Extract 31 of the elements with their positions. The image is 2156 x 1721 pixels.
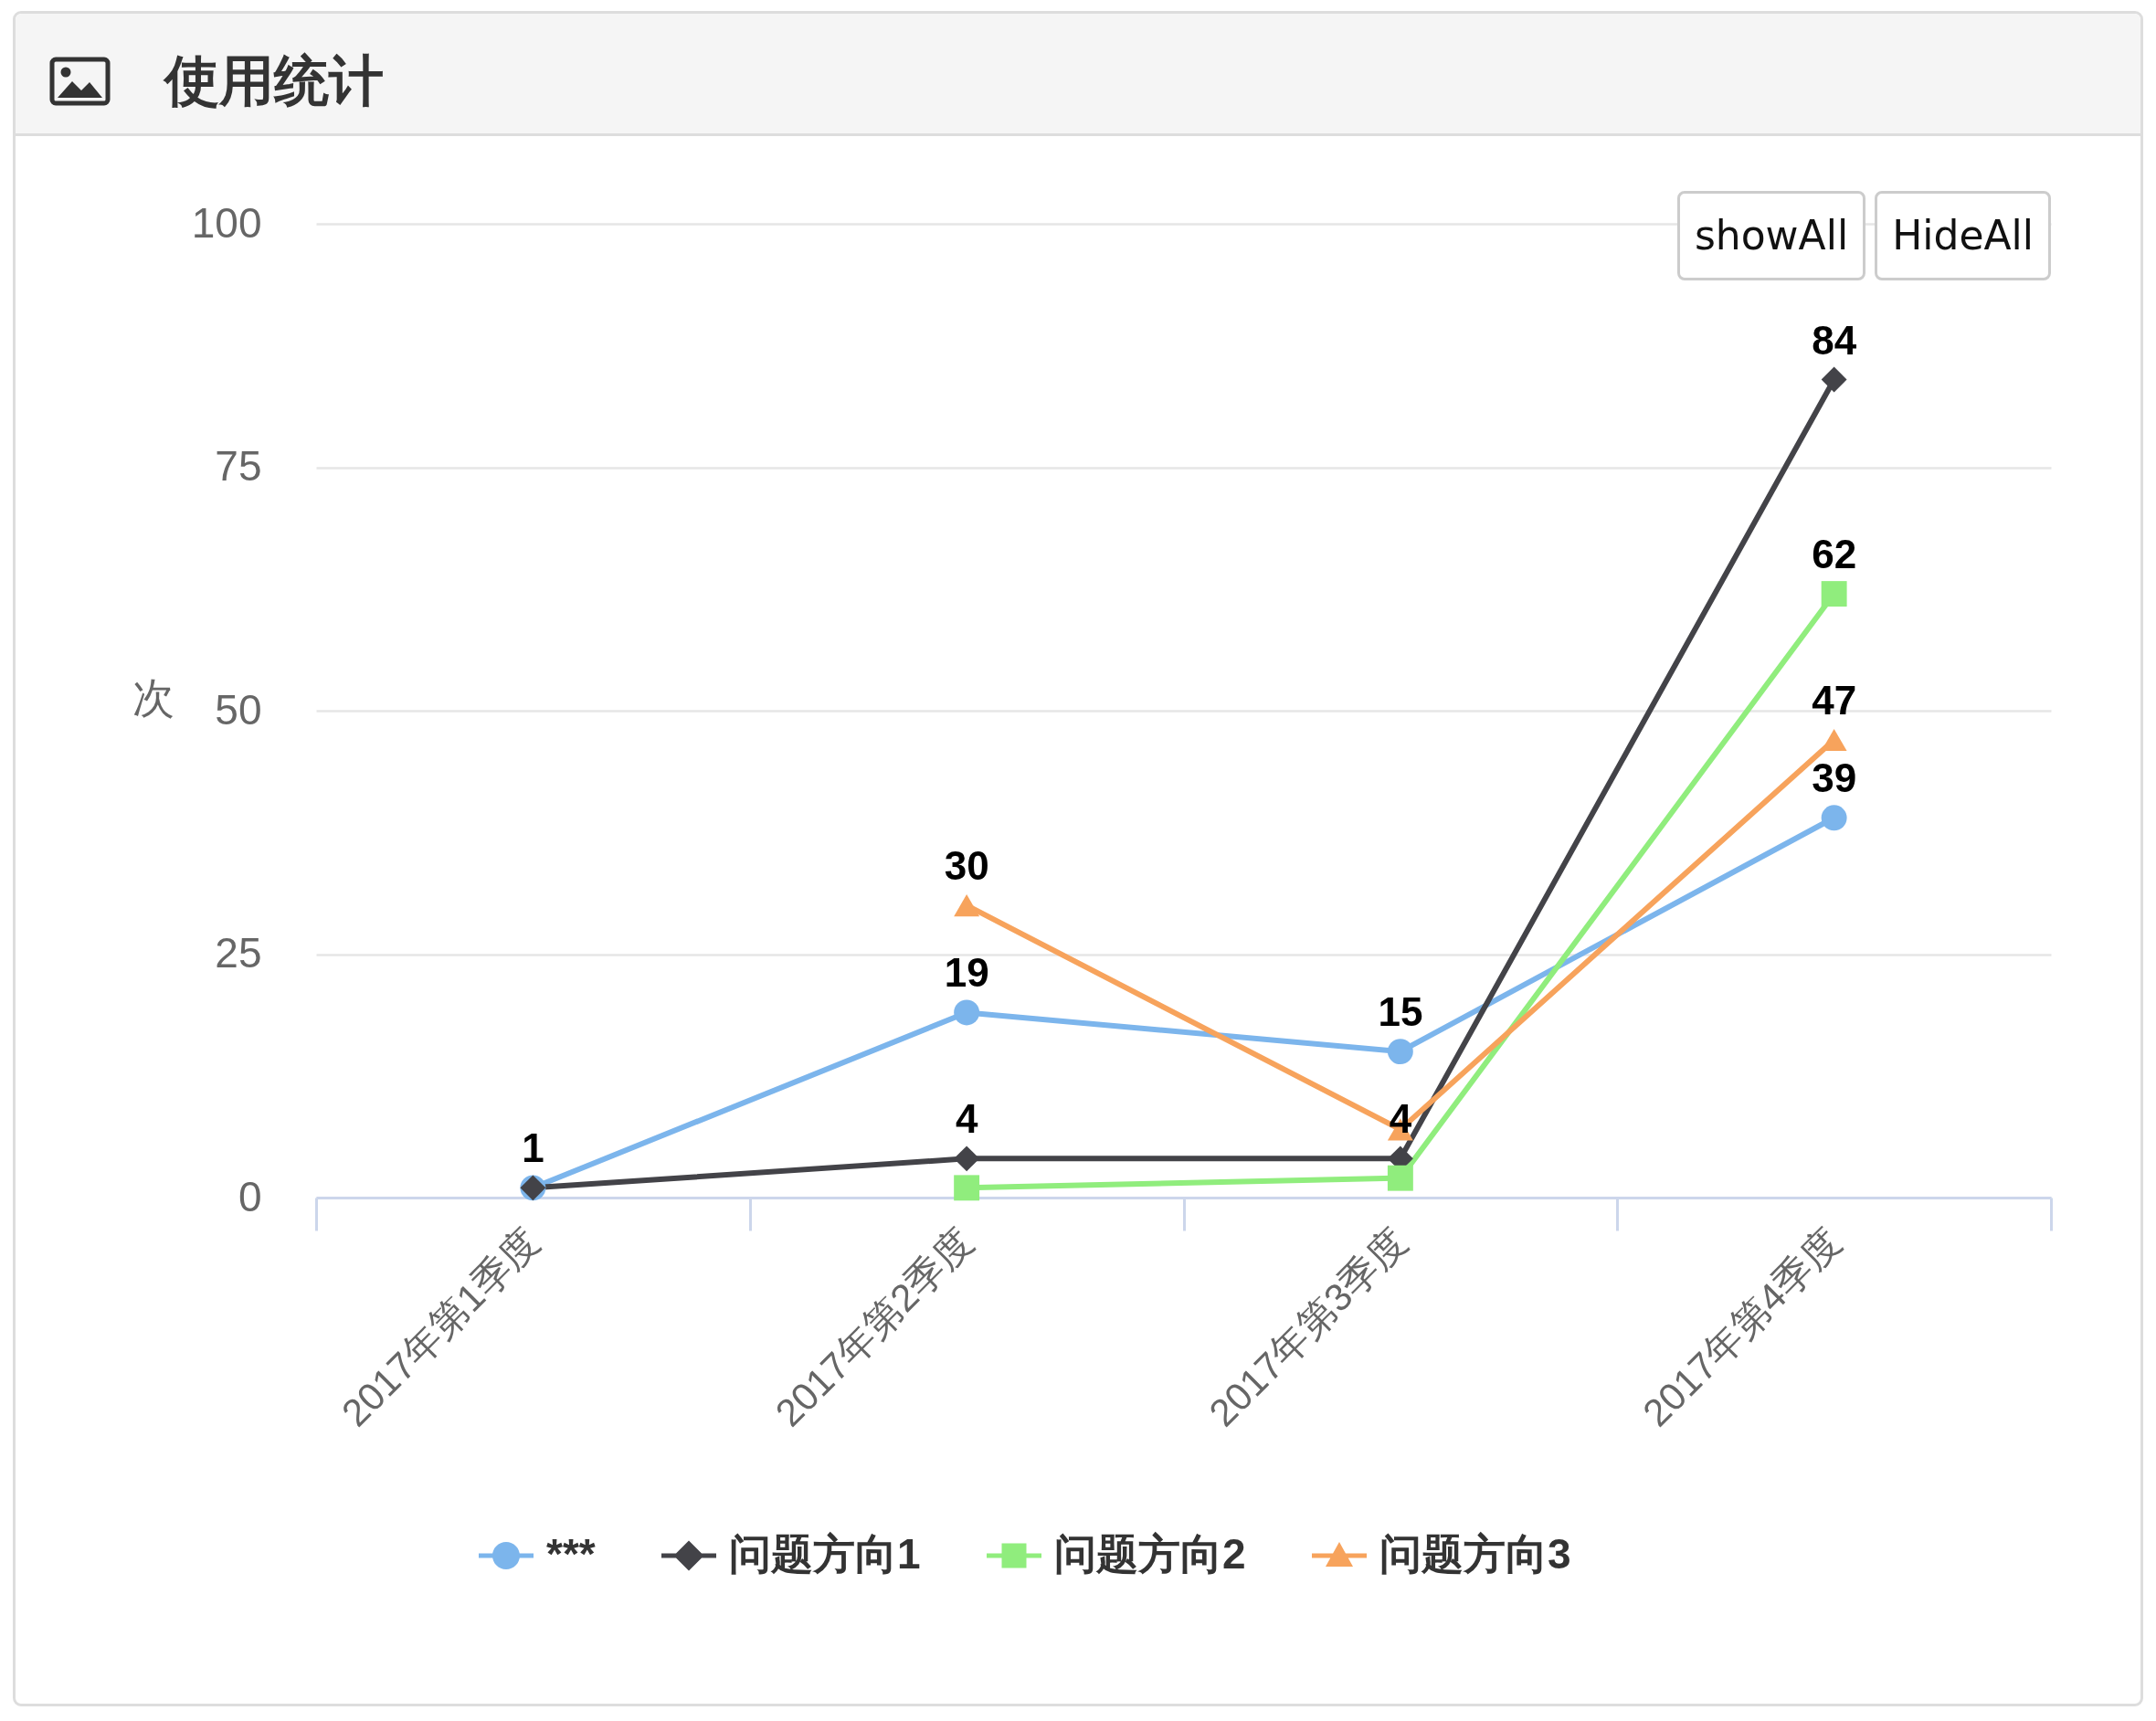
- legend-label: 问题方向2: [1054, 1530, 1246, 1578]
- y-tick-label: 25: [215, 929, 262, 977]
- point: [954, 894, 980, 917]
- data-label: 62: [1812, 532, 1857, 577]
- legend-label: ***: [546, 1530, 596, 1578]
- button[interactable]: HideAll: [1875, 191, 2051, 280]
- data-label: 19: [944, 950, 989, 996]
- y-tick-label: 75: [215, 442, 262, 490]
- data-label: 4: [955, 1096, 978, 1142]
- legend-label: 问题方向1: [729, 1530, 921, 1578]
- point: [1821, 581, 1847, 607]
- data-label: 47: [1812, 677, 1857, 723]
- point: [1387, 1165, 1413, 1191]
- chart-title: 使用统计: [164, 49, 384, 113]
- data-label: 30: [944, 843, 989, 889]
- point: [1821, 366, 1847, 393]
- y-tick-label: 0: [238, 1172, 262, 1220]
- point: [954, 999, 980, 1026]
- data-label: 39: [1812, 755, 1857, 801]
- y-tick-label: 50: [215, 685, 262, 734]
- point: [1387, 1039, 1413, 1065]
- legend-label: 问题方向3: [1379, 1530, 1571, 1578]
- point: [954, 1175, 980, 1201]
- data-label: 15: [1378, 989, 1423, 1035]
- y-axis-title: 次: [132, 673, 174, 722]
- button[interactable]: showAll: [1676, 191, 1866, 280]
- data-label: 1: [522, 1125, 544, 1171]
- point: [954, 1146, 980, 1172]
- point: [1821, 805, 1847, 831]
- data-label: 84: [1812, 317, 1857, 363]
- y-tick-label: 100: [191, 198, 262, 247]
